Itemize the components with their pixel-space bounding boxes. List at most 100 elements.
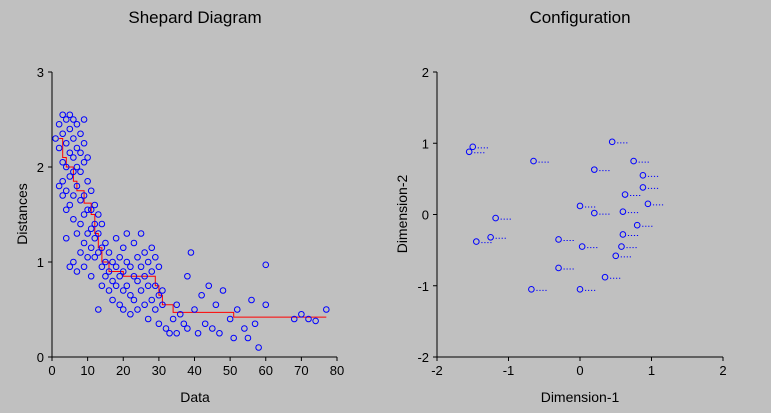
shepard-point (187, 249, 195, 256)
configuration-point (630, 157, 637, 165)
shepard-point (184, 272, 191, 280)
shepard-point (219, 287, 227, 294)
shepard-point (80, 158, 88, 166)
shepard-point (62, 116, 70, 123)
shepard-point (105, 287, 113, 294)
shepard-point (141, 249, 148, 256)
shepard-point (148, 268, 156, 275)
configuration-points (465, 138, 665, 293)
shepard-point (84, 230, 91, 237)
shepard-x-tick-label: 10 (80, 363, 94, 378)
shepard-point (87, 206, 95, 214)
shepard-point (84, 154, 91, 161)
shepard-point (119, 268, 127, 275)
shepard-x-tick-label: 80 (330, 363, 344, 378)
shepard-point (77, 196, 84, 204)
shepard-point (102, 258, 109, 266)
configuration-point (530, 157, 537, 165)
configuration-ylabel: Dimension-2 (394, 174, 410, 253)
shepard-point (70, 154, 77, 161)
shepard-point (80, 239, 88, 247)
configuration-point (578, 243, 586, 250)
shepard-point (91, 201, 99, 209)
shepard-point (116, 272, 123, 280)
shepard-point (80, 263, 88, 271)
shepard-point (70, 168, 77, 176)
shepard-point (55, 182, 63, 190)
configuration-x-tick-label: 1 (648, 363, 655, 378)
shepard-point (109, 277, 116, 285)
shepard-point (123, 282, 131, 290)
configuration-y-tick-label: 0 (422, 208, 429, 223)
configuration-chart: Configuration -2 -1 0 1 2 -2 -1 0 1 2 Dimension-1… (394, 8, 727, 405)
shepard-point (134, 306, 141, 313)
shepard-x-tick-label: 0 (48, 363, 55, 378)
shepard-point (305, 315, 312, 323)
shepard-point (159, 287, 166, 294)
shepard-point (95, 306, 102, 313)
shepard-point (66, 263, 74, 271)
shepard-point (95, 211, 102, 218)
shepard-point (152, 253, 159, 261)
configuration-y-tick-label: -1 (417, 279, 429, 294)
configuration-point (591, 209, 598, 217)
shepard-point (73, 163, 81, 171)
shepard-point (233, 306, 241, 313)
shepard-point (123, 258, 131, 266)
shepard-point (180, 320, 188, 328)
configuration-point (644, 200, 652, 208)
shepard-point (130, 272, 138, 280)
shepard-point (52, 135, 59, 142)
shepard-point (119, 306, 127, 313)
shepard-y-tick-label: 2 (37, 160, 44, 175)
shepard-point (173, 301, 180, 309)
shepard-x-tick-label: 60 (259, 363, 273, 378)
shepard-point (134, 253, 141, 261)
configuration-point (576, 202, 584, 210)
shepard-point (80, 192, 88, 199)
shepard-point (70, 215, 77, 223)
shepard-point (62, 163, 70, 171)
shepard-point (155, 263, 163, 271)
shepard-point (119, 244, 127, 252)
shepard-point (127, 310, 134, 318)
shepard-point (144, 258, 152, 266)
shepard-point (77, 130, 84, 138)
shepard-point (162, 325, 170, 332)
shepard-point (77, 168, 84, 176)
shepard-point (127, 263, 134, 271)
shepard-point (137, 263, 145, 271)
shepard-point (123, 230, 131, 237)
shepard-point (230, 334, 237, 342)
configuration-point (591, 166, 598, 173)
shepard-point (155, 320, 163, 328)
shepard-point (137, 230, 145, 237)
shepard-title: Shepard Diagram (128, 8, 261, 27)
shepard-point (290, 315, 298, 323)
shepard-point (62, 139, 70, 147)
shepard-point (184, 325, 191, 332)
shepard-point (80, 139, 88, 147)
configuration-point (555, 236, 562, 243)
shepard-points (52, 111, 330, 351)
shepard-point (55, 144, 63, 152)
shepard-chart: Shepard Diagram 0 10 20 30 40 50 60 70 80 0 1 2 3 Da… (14, 8, 344, 405)
shepard-point (70, 258, 77, 266)
shepard-point (144, 282, 152, 290)
shepard-point (98, 282, 106, 290)
shepard-y-tick-label: 1 (37, 255, 44, 270)
shepard-point (148, 296, 156, 304)
shepard-point (105, 249, 113, 256)
shepard-point (152, 282, 159, 290)
configuration-point (492, 214, 499, 222)
configuration-point (473, 238, 480, 245)
configuration-point (487, 234, 494, 241)
shepard-point (59, 111, 66, 119)
shepard-point (70, 135, 77, 142)
configuration-plot-area (436, 72, 723, 358)
shepard-point (59, 192, 66, 199)
shepard-point (112, 263, 120, 271)
shepard-point (116, 253, 123, 261)
configuration-point (601, 273, 609, 281)
shepard-x-tick-label: 70 (294, 363, 308, 378)
